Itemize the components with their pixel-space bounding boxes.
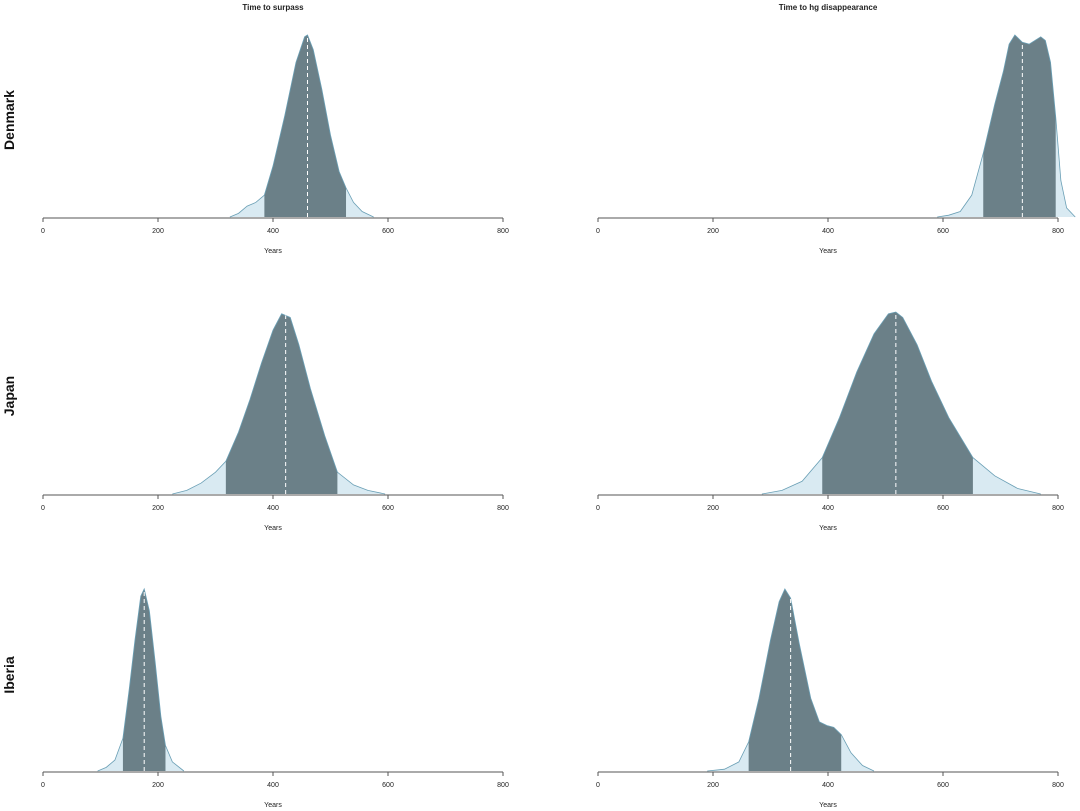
x-tick-label: 0 (596, 228, 600, 235)
density-panel-6: 0 200 400 600 800 Years (596, 588, 1064, 809)
density-curve (97, 587, 185, 772)
density-panel-5: 0 200 400 600 800 Years (41, 587, 509, 809)
x-tick-label: 800 (1052, 228, 1064, 235)
hpd-interval-area (225, 313, 338, 494)
x-tick-label: 600 (382, 505, 394, 512)
x-tick-label: 200 (707, 228, 719, 235)
x-tick-label: 0 (41, 782, 45, 789)
panels: 0 200 400 600 800 Years 0 200 400 600 800 Years 0 200… (41, 34, 1076, 809)
hpd-interval-area (983, 35, 1056, 217)
density-panel-1: 0 200 400 600 800 Years (41, 34, 509, 255)
x-tick-label: 400 (822, 228, 834, 235)
x-axis-label: Years (264, 802, 282, 809)
x-tick-label: 600 (937, 782, 949, 789)
density-panel-3: 0 200 400 600 800 Years (41, 313, 509, 532)
x-tick-label: 200 (707, 505, 719, 512)
x-tick-label: 0 (41, 228, 45, 235)
density-panel-4: 0 200 400 600 800 Years (596, 311, 1064, 532)
row-label-japan: Japan (1, 376, 17, 416)
x-tick-label: 800 (1052, 505, 1064, 512)
x-axis-label: Years (819, 525, 837, 532)
density-curve (707, 588, 875, 772)
x-tick-label: 0 (596, 782, 600, 789)
x-tick-label: 200 (152, 782, 164, 789)
x-tick-label: 600 (382, 228, 394, 235)
density-panel-2: 0 200 400 600 800 Years (596, 34, 1076, 255)
x-tick-label: 0 (41, 505, 45, 512)
x-axis-label: Years (264, 525, 282, 532)
row-label-iberia: Iberia (1, 656, 17, 694)
x-axis-label: Years (264, 248, 282, 255)
density-curve (229, 34, 374, 218)
x-tick-label: 400 (822, 782, 834, 789)
x-tick-label: 800 (497, 782, 509, 789)
x-tick-label: 200 (707, 782, 719, 789)
hpd-interval-area (822, 312, 973, 494)
x-axis-label: Years (819, 248, 837, 255)
x-tick-label: 400 (267, 782, 279, 789)
density-curve (761, 311, 1041, 495)
x-tick-label: 800 (497, 505, 509, 512)
x-tick-label: 800 (497, 228, 509, 235)
x-tick-label: 200 (152, 228, 164, 235)
density-curve (937, 34, 1076, 218)
x-tick-label: 400 (267, 228, 279, 235)
x-tick-label: 600 (937, 228, 949, 235)
x-tick-label: 400 (267, 505, 279, 512)
x-tick-label: 0 (596, 505, 600, 512)
x-tick-label: 800 (1052, 782, 1064, 789)
column-title-2: Time to hg disappearance (779, 3, 878, 12)
column-title-1: Time to surpass (242, 3, 304, 12)
hpd-interval-area (264, 35, 347, 217)
x-tick-label: 600 (382, 782, 394, 789)
row-label-denmark: Denmark (1, 90, 17, 150)
x-tick-label: 600 (937, 505, 949, 512)
density-curve (172, 313, 386, 495)
x-tick-label: 400 (822, 505, 834, 512)
x-tick-label: 200 (152, 505, 164, 512)
x-axis-label: Years (819, 802, 837, 809)
